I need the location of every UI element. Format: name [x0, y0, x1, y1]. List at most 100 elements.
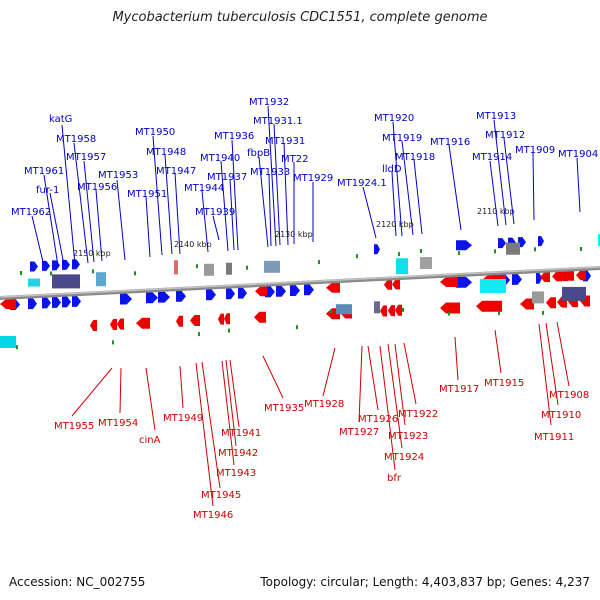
gene-label-MT1950[interactable]: MT1950 [135, 127, 175, 138]
gene-label-MT1917[interactable]: MT1917 [439, 384, 479, 395]
reverse-gene-arrow[interactable] [255, 286, 267, 297]
forward-gene-arrow[interactable] [52, 296, 61, 308]
gene-label-MT1908[interactable]: MT1908 [549, 390, 589, 401]
forward-gene-arrow[interactable] [290, 285, 300, 296]
gene-label-MT1937[interactable]: MT1937 [207, 172, 247, 183]
gene-label-katG[interactable]: katG [49, 114, 72, 125]
forward-gene-arrow[interactable] [42, 297, 51, 309]
gene-label-MT1909[interactable]: MT1909 [515, 145, 555, 156]
forward-gene-arrow[interactable] [498, 238, 506, 249]
gene-label-MT1928[interactable]: MT1928 [304, 399, 344, 410]
reverse-gene-arrow[interactable] [392, 279, 400, 290]
forward-gene-arrow[interactable] [72, 295, 81, 307]
reverse-gene-arrow[interactable] [440, 302, 460, 314]
forward-gene-arrow[interactable] [456, 276, 472, 288]
gene-label-lldD[interactable]: lldD [382, 164, 402, 175]
gene-label-MT1940[interactable]: MT1940 [200, 153, 240, 164]
gene-label-MT1929[interactable]: MT1929 [293, 173, 333, 184]
gene-label-MT1926[interactable]: MT1926 [358, 414, 398, 425]
forward-gene-arrow[interactable] [456, 240, 472, 251]
gene-label-MT1943[interactable]: MT1943 [216, 468, 256, 479]
forward-gene-arrow[interactable] [158, 291, 170, 303]
gene-label-MT1931.1[interactable]: MT1931.1 [253, 116, 303, 127]
gene-label-fbpB[interactable]: fbpB [247, 148, 270, 159]
forward-gene-arrow[interactable] [304, 284, 314, 296]
forward-gene-arrow[interactable] [146, 292, 158, 304]
forward-gene-arrow[interactable] [42, 260, 50, 271]
gene-label-MT1924[interactable]: MT1924 [384, 452, 424, 463]
reverse-gene-arrow[interactable] [384, 279, 392, 290]
gene-label-MT1931[interactable]: MT1931 [265, 136, 305, 147]
forward-gene-arrow[interactable] [512, 273, 522, 285]
gene-label-cinA[interactable]: cinA [139, 435, 161, 446]
forward-gene-arrow[interactable] [62, 296, 71, 308]
reverse-gene-arrow[interactable] [388, 305, 395, 317]
reverse-gene-arrow[interactable] [558, 271, 568, 282]
reverse-gene-arrow[interactable] [395, 304, 402, 316]
reverse-gene-arrow[interactable] [176, 315, 183, 327]
gene-label-MT1961[interactable]: MT1961 [24, 166, 64, 177]
forward-gene-arrow[interactable] [238, 287, 247, 299]
gene-label-MT1910[interactable]: MT1910 [541, 410, 581, 421]
reverse-gene-arrow[interactable] [110, 319, 117, 330]
forward-gene-arrow[interactable] [176, 290, 186, 302]
reverse-gene-arrow[interactable] [224, 313, 230, 325]
forward-gene-arrow[interactable] [374, 244, 380, 255]
gene-label-MT1923[interactable]: MT1923 [388, 431, 428, 442]
reverse-gene-arrow[interactable] [0, 299, 16, 309]
gene-label-MT1958[interactable]: MT1958 [56, 134, 96, 145]
gene-label-MT1916[interactable]: MT1916 [430, 137, 470, 148]
reverse-gene-arrow[interactable] [218, 313, 224, 325]
reverse-gene-arrow[interactable] [520, 298, 534, 310]
gene-label-MT1927[interactable]: MT1927 [339, 427, 379, 438]
gene-label-MT1955[interactable]: MT1955 [54, 421, 94, 432]
forward-gene-arrow[interactable] [226, 288, 235, 300]
reverse-gene-arrow[interactable] [326, 282, 340, 293]
gene-label-MT1951[interactable]: MT1951 [127, 189, 167, 200]
gene-label-MT1933[interactable]: MT1933 [250, 167, 290, 178]
gene-label-MT1932[interactable]: MT1932 [249, 97, 289, 108]
gene-label-MT1944[interactable]: MT1944 [184, 183, 224, 194]
reverse-gene-arrow[interactable] [117, 318, 124, 330]
gene-label-MT1948[interactable]: MT1948 [146, 147, 186, 158]
gene-label-MT1953[interactable]: MT1953 [98, 170, 138, 181]
forward-gene-arrow[interactable] [28, 298, 37, 310]
gene-label-MT1911[interactable]: MT1911 [534, 432, 574, 443]
forward-gene-arrow[interactable] [536, 272, 542, 284]
gene-label-MT1922[interactable]: MT1922 [398, 409, 438, 420]
forward-gene-arrow[interactable] [72, 259, 80, 270]
gene-label-MT1941[interactable]: MT1941 [221, 428, 261, 439]
reverse-gene-arrow[interactable] [136, 317, 150, 329]
reverse-gene-arrow[interactable] [546, 297, 556, 309]
gene-label-MT1919[interactable]: MT1919 [382, 133, 422, 144]
gene-label-MT1946[interactable]: MT1946 [193, 510, 233, 521]
reverse-gene-arrow[interactable] [552, 271, 562, 282]
forward-gene-arrow[interactable] [206, 289, 216, 301]
gene-label-MT1954[interactable]: MT1954 [98, 418, 138, 429]
gene-label-MT1918[interactable]: MT1918 [395, 152, 435, 163]
gene-label-MT1942[interactable]: MT1942 [218, 448, 258, 459]
reverse-gene-arrow[interactable] [440, 277, 458, 287]
gene-label-MT1956[interactable]: MT1956 [77, 182, 117, 193]
reverse-gene-arrow[interactable] [540, 272, 550, 282]
reverse-gene-arrow[interactable] [254, 311, 266, 323]
gene-label-MT1957[interactable]: MT1957 [66, 152, 106, 163]
forward-gene-arrow[interactable] [30, 261, 38, 272]
gene-label-fur-1[interactable]: fur-1 [36, 185, 59, 196]
reverse-gene-arrow[interactable] [190, 315, 200, 326]
gene-label-MT1935[interactable]: MT1935 [264, 403, 304, 414]
gene-label-MT1949[interactable]: MT1949 [163, 413, 203, 424]
gene-label-MT1936[interactable]: MT1936 [214, 131, 254, 142]
gene-label-MT1924.1[interactable]: MT1924.1 [337, 178, 387, 189]
gene-label-MT22[interactable]: MT22 [281, 154, 308, 165]
gene-label-MT1962[interactable]: MT1962 [11, 207, 51, 218]
forward-gene-arrow[interactable] [120, 293, 132, 305]
forward-gene-arrow[interactable] [538, 236, 544, 247]
reverse-gene-arrow[interactable] [380, 305, 387, 317]
gene-label-MT1904[interactable]: MT1904 [558, 149, 598, 160]
gene-label-MT1915[interactable]: MT1915 [484, 378, 524, 389]
gene-label-MT1947[interactable]: MT1947 [156, 166, 196, 177]
gene-label-MT1945[interactable]: MT1945 [201, 490, 241, 501]
reverse-gene-arrow[interactable] [476, 300, 502, 312]
